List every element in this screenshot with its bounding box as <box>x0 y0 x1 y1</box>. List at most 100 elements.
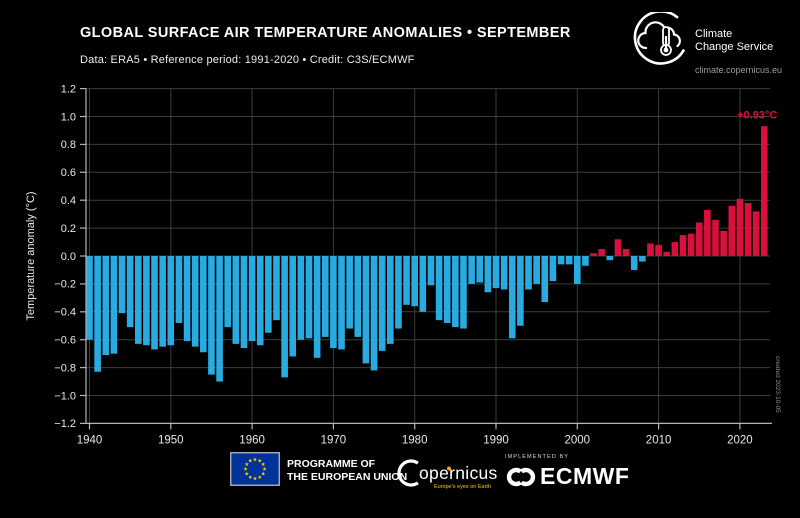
bar-1995 <box>533 256 540 284</box>
bar-1981 <box>420 256 427 312</box>
x-tick-label: 1970 <box>321 434 347 446</box>
bar-2004 <box>607 256 614 260</box>
y-tick-label: 0.8 <box>61 139 76 151</box>
x-tick-label: 1950 <box>158 434 184 446</box>
y-tick-label: 0.0 <box>61 251 76 263</box>
x-tick-label: 1990 <box>483 434 509 446</box>
bar-1999 <box>566 256 573 264</box>
bar-1997 <box>550 256 557 281</box>
bar-1943 <box>111 256 118 354</box>
bar-1942 <box>102 256 109 355</box>
y-tick-label: 0.6 <box>61 167 76 179</box>
bar-1964 <box>281 256 288 377</box>
bar-1970 <box>330 256 337 348</box>
y-tick-label: 0.4 <box>61 195 76 207</box>
x-tick-label: 2020 <box>727 434 753 446</box>
y-tick-label: −1.0 <box>54 390 76 402</box>
bar-1968 <box>314 256 321 358</box>
temperature-anomaly-bar-chart: −1.2−1.0−0.8−0.6−0.4−0.20.00.20.40.60.81… <box>0 0 800 518</box>
bar-2016 <box>704 210 711 256</box>
bar-1987 <box>468 256 475 284</box>
bar-1985 <box>452 256 459 327</box>
eu-programme-line1: PROGRAMME OF <box>287 458 407 471</box>
eu-programme-text: PROGRAMME OF THE EUROPEAN UNION <box>287 458 407 483</box>
copernicus-tagline: Europe's eyes on Earth <box>434 484 491 490</box>
bar-2005 <box>615 239 622 256</box>
bar-1946 <box>135 256 142 344</box>
bar-2017 <box>712 220 719 256</box>
bar-2012 <box>672 242 679 256</box>
y-tick-label: −0.4 <box>54 307 76 319</box>
bar-1992 <box>509 256 516 338</box>
bar-1949 <box>159 256 166 347</box>
y-tick-label: 1.0 <box>61 111 76 123</box>
bar-1961 <box>257 256 264 345</box>
bar-1940 <box>86 256 93 340</box>
bar-1945 <box>127 256 134 327</box>
bar-2013 <box>680 235 687 256</box>
implemented-by-label: IMPLEMENTED BY <box>505 454 629 460</box>
bar-2008 <box>639 256 646 262</box>
bar-2020 <box>737 199 744 256</box>
eu-programme-line2: THE EUROPEAN UNION <box>287 471 407 484</box>
y-tick-label: −0.6 <box>54 335 76 347</box>
bar-2011 <box>663 252 670 256</box>
bar-2002 <box>590 253 597 256</box>
bar-2001 <box>582 256 589 266</box>
bar-1965 <box>289 256 296 356</box>
copernicus-logo: opernicus Europe's eyes on Earth <box>396 455 501 505</box>
bar-1983 <box>436 256 443 320</box>
x-tick-label: 1980 <box>402 434 428 446</box>
bar-1948 <box>151 256 158 349</box>
bar-1979 <box>403 256 410 305</box>
bar-2009 <box>647 243 654 256</box>
bar-2014 <box>688 234 695 256</box>
copernicus-satellite-dot <box>447 467 451 471</box>
bar-1988 <box>476 256 483 283</box>
bar-1950 <box>168 256 175 345</box>
bar-2015 <box>696 223 703 256</box>
bar-1959 <box>241 256 248 348</box>
bar-1947 <box>143 256 150 345</box>
bar-1990 <box>493 256 500 288</box>
ecmwf-wordmark: ECMWF <box>540 463 629 490</box>
bar-1973 <box>354 256 361 337</box>
bar-2021 <box>745 203 752 256</box>
bar-2018 <box>720 231 727 256</box>
bar-1952 <box>184 256 191 341</box>
bar-1977 <box>387 256 394 344</box>
bar-1954 <box>200 256 207 352</box>
bar-2003 <box>598 249 605 256</box>
copernicus-wordmark: opernicus <box>419 463 498 483</box>
latest-value-label: +0.93°C <box>737 109 777 121</box>
bar-1984 <box>444 256 451 323</box>
y-tick-label: −0.2 <box>54 279 76 291</box>
bar-1994 <box>525 256 532 289</box>
bar-1986 <box>460 256 467 329</box>
bar-1993 <box>517 256 524 326</box>
bar-1963 <box>273 256 280 320</box>
eu-programme-logo: PROGRAMME OF THE EUROPEAN UNION <box>230 452 280 491</box>
bar-1971 <box>338 256 345 349</box>
y-tick-label: −0.8 <box>54 362 76 374</box>
bar-1989 <box>485 256 492 292</box>
bar-2010 <box>655 245 662 256</box>
bar-1976 <box>379 256 386 351</box>
y-tick-label: 1.2 <box>61 83 76 95</box>
y-tick-label: −1.2 <box>54 418 76 430</box>
bar-1982 <box>428 256 435 285</box>
bar-1956 <box>216 256 223 382</box>
x-tick-label: 2010 <box>646 434 672 446</box>
copernicus-logo-graphic: opernicus Europe's eyes on Earth <box>396 455 501 500</box>
bar-1941 <box>94 256 101 372</box>
bar-1953 <box>192 256 199 347</box>
bar-1966 <box>298 256 305 340</box>
created-date-label: created 2023-10-05 <box>774 356 781 413</box>
bar-1978 <box>395 256 402 329</box>
bar-1980 <box>411 256 418 306</box>
x-tick-label: 1960 <box>239 434 265 446</box>
bar-2006 <box>623 249 630 256</box>
bar-1944 <box>119 256 126 313</box>
eu-flag-icon <box>230 452 280 486</box>
bar-1960 <box>249 256 256 341</box>
